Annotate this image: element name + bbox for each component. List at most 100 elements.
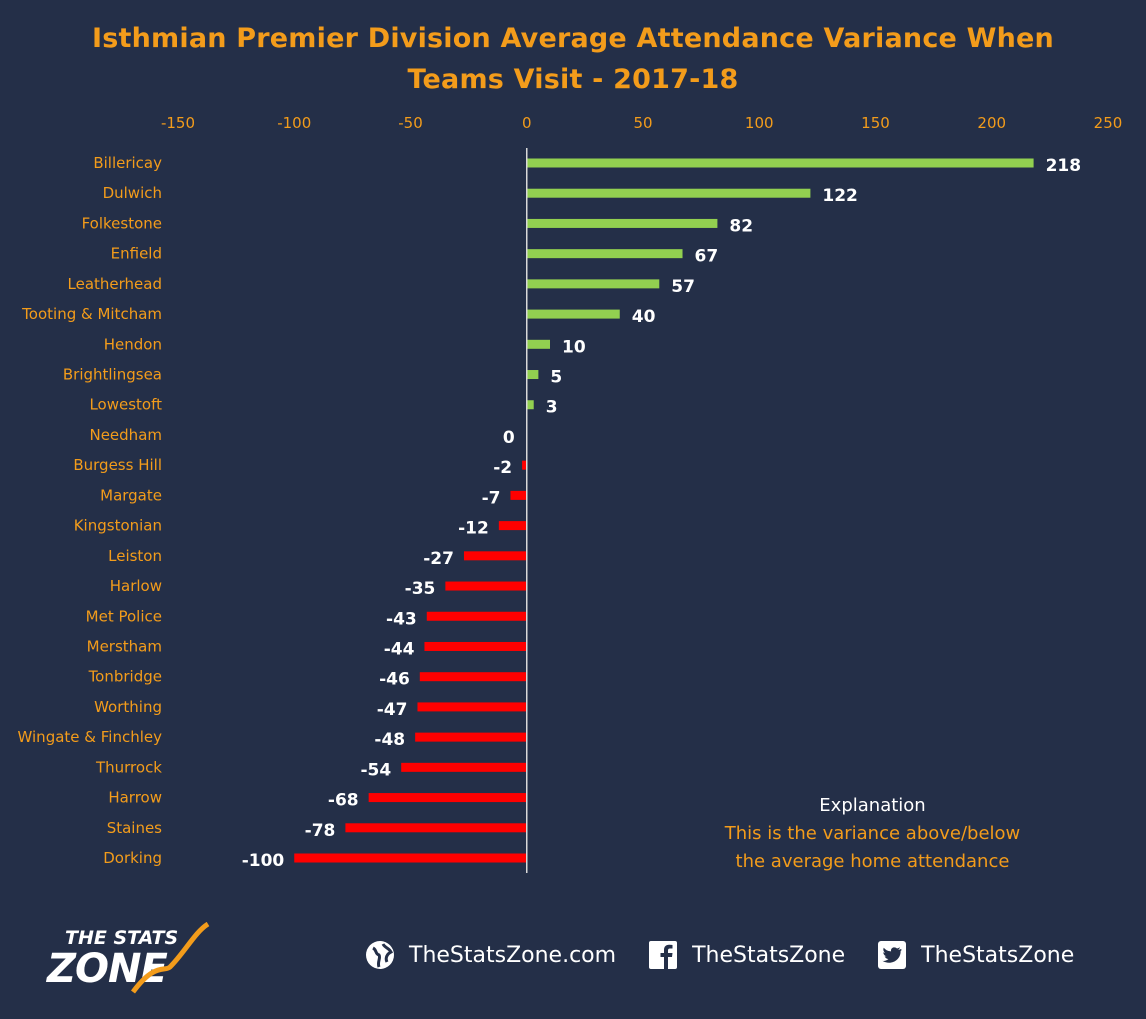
website-link[interactable]: TheStatsZone.com bbox=[365, 940, 616, 970]
bar bbox=[415, 732, 527, 742]
category-label: Wingate & Finchley bbox=[18, 728, 163, 746]
category-label: Tooting & Mitcham bbox=[21, 305, 162, 323]
x-tick-label: 150 bbox=[861, 114, 890, 132]
title-line-1: Isthmian Premier Division Average Attend… bbox=[92, 23, 1054, 54]
data-label: -46 bbox=[379, 670, 410, 690]
bar bbox=[498, 521, 527, 531]
x-tick-label: 0 bbox=[522, 114, 532, 132]
category-label: Needham bbox=[89, 426, 162, 444]
category-label: Tonbridge bbox=[88, 668, 162, 686]
twitter-link[interactable]: TheStatsZone bbox=[877, 940, 1074, 970]
data-label: 3 bbox=[546, 398, 558, 418]
x-tick-label: -150 bbox=[161, 114, 195, 132]
category-label: Dorking bbox=[103, 849, 162, 867]
data-label: 5 bbox=[550, 368, 562, 388]
data-label: -47 bbox=[377, 700, 408, 720]
globe-icon bbox=[366, 941, 394, 969]
facebook-link[interactable]: TheStatsZone bbox=[648, 940, 845, 970]
x-tick-label: -50 bbox=[398, 114, 423, 132]
bar bbox=[417, 702, 527, 712]
data-label: 218 bbox=[1046, 156, 1082, 176]
bar bbox=[526, 339, 550, 349]
svg-text:THE STATS: THE STATS bbox=[65, 927, 178, 949]
bar bbox=[526, 400, 534, 410]
twitter-icon bbox=[878, 941, 907, 969]
data-label: 82 bbox=[729, 216, 753, 236]
category-label: Enfield bbox=[111, 245, 162, 263]
bar bbox=[526, 158, 1034, 168]
data-label: -44 bbox=[384, 639, 415, 659]
bar bbox=[526, 218, 718, 228]
category-label: Harrow bbox=[108, 789, 162, 807]
category-label: Worthing bbox=[94, 698, 162, 716]
category-label: Leiston bbox=[108, 547, 162, 565]
chart-title: Isthmian Premier Division Average Attend… bbox=[0, 18, 1146, 100]
x-tick-label: 200 bbox=[977, 114, 1006, 132]
data-label: -35 bbox=[405, 579, 436, 599]
explanation-box: Explanation This is the variance above/b… bbox=[690, 792, 1055, 876]
data-label: 0 bbox=[503, 428, 515, 448]
data-label: -54 bbox=[360, 760, 391, 780]
thestatszone-logo: THE STATS ZONE bbox=[45, 922, 210, 994]
category-label: Margate bbox=[100, 486, 162, 504]
category-label: Hendon bbox=[104, 335, 162, 353]
data-label: -68 bbox=[328, 791, 359, 811]
data-label: 67 bbox=[695, 247, 719, 267]
data-label: 10 bbox=[562, 337, 586, 357]
x-tick-label: 50 bbox=[633, 114, 652, 132]
data-label: -27 bbox=[423, 549, 454, 569]
facebook-text: TheStatsZone bbox=[692, 942, 846, 968]
website-text: TheStatsZone.com bbox=[409, 942, 617, 968]
bar bbox=[526, 279, 660, 289]
category-label: Brightlingsea bbox=[63, 366, 162, 384]
category-label: Met Police bbox=[86, 607, 162, 625]
category-label: Thurrock bbox=[95, 758, 162, 776]
data-label: 40 bbox=[632, 307, 656, 327]
twitter-text: TheStatsZone bbox=[921, 942, 1075, 968]
data-label: -43 bbox=[386, 609, 417, 629]
category-label: Kingstonian bbox=[74, 517, 162, 535]
bar bbox=[526, 370, 539, 380]
explanation-line-2: the average home attendance bbox=[735, 851, 1010, 872]
data-label: -78 bbox=[305, 821, 336, 841]
data-label: 122 bbox=[822, 186, 858, 206]
bar bbox=[526, 188, 811, 198]
bar bbox=[294, 853, 527, 863]
data-label: -100 bbox=[242, 851, 285, 871]
data-label: 57 bbox=[671, 277, 695, 297]
category-label: Burgess Hill bbox=[73, 456, 162, 474]
category-label: Staines bbox=[107, 819, 162, 837]
bar bbox=[445, 581, 527, 591]
bar bbox=[426, 611, 527, 621]
explanation-line-1: This is the variance above/below bbox=[724, 823, 1021, 844]
svg-text:ZONE: ZONE bbox=[45, 946, 167, 992]
category-label: Leatherhead bbox=[68, 275, 162, 293]
category-label: Folkestone bbox=[82, 214, 162, 232]
bar bbox=[401, 762, 527, 772]
bar bbox=[419, 672, 527, 682]
x-tick-label: -100 bbox=[277, 114, 311, 132]
title-line-2: Teams Visit - 2017-18 bbox=[407, 64, 739, 95]
category-label: Billericay bbox=[93, 154, 162, 172]
bar bbox=[510, 490, 527, 500]
category-label: Harlow bbox=[110, 577, 162, 595]
explanation-heading: Explanation bbox=[819, 795, 926, 816]
category-label: Lowestoft bbox=[89, 396, 162, 414]
data-label: -12 bbox=[458, 519, 489, 539]
bar bbox=[345, 823, 527, 833]
x-tick-label: 100 bbox=[745, 114, 774, 132]
bar bbox=[424, 641, 527, 651]
bar bbox=[463, 551, 527, 561]
category-label: Merstham bbox=[87, 637, 162, 655]
bar bbox=[368, 793, 527, 803]
category-label: Dulwich bbox=[103, 184, 162, 202]
data-label: -7 bbox=[482, 488, 501, 508]
data-label: -2 bbox=[493, 458, 512, 478]
footer: TheStatsZone.com TheStatsZone TheStatsZo… bbox=[365, 940, 1106, 970]
data-label: -48 bbox=[374, 730, 405, 750]
bar bbox=[526, 249, 683, 259]
x-tick-label: 250 bbox=[1094, 114, 1123, 132]
bar bbox=[522, 460, 527, 470]
facebook-icon bbox=[649, 941, 678, 969]
